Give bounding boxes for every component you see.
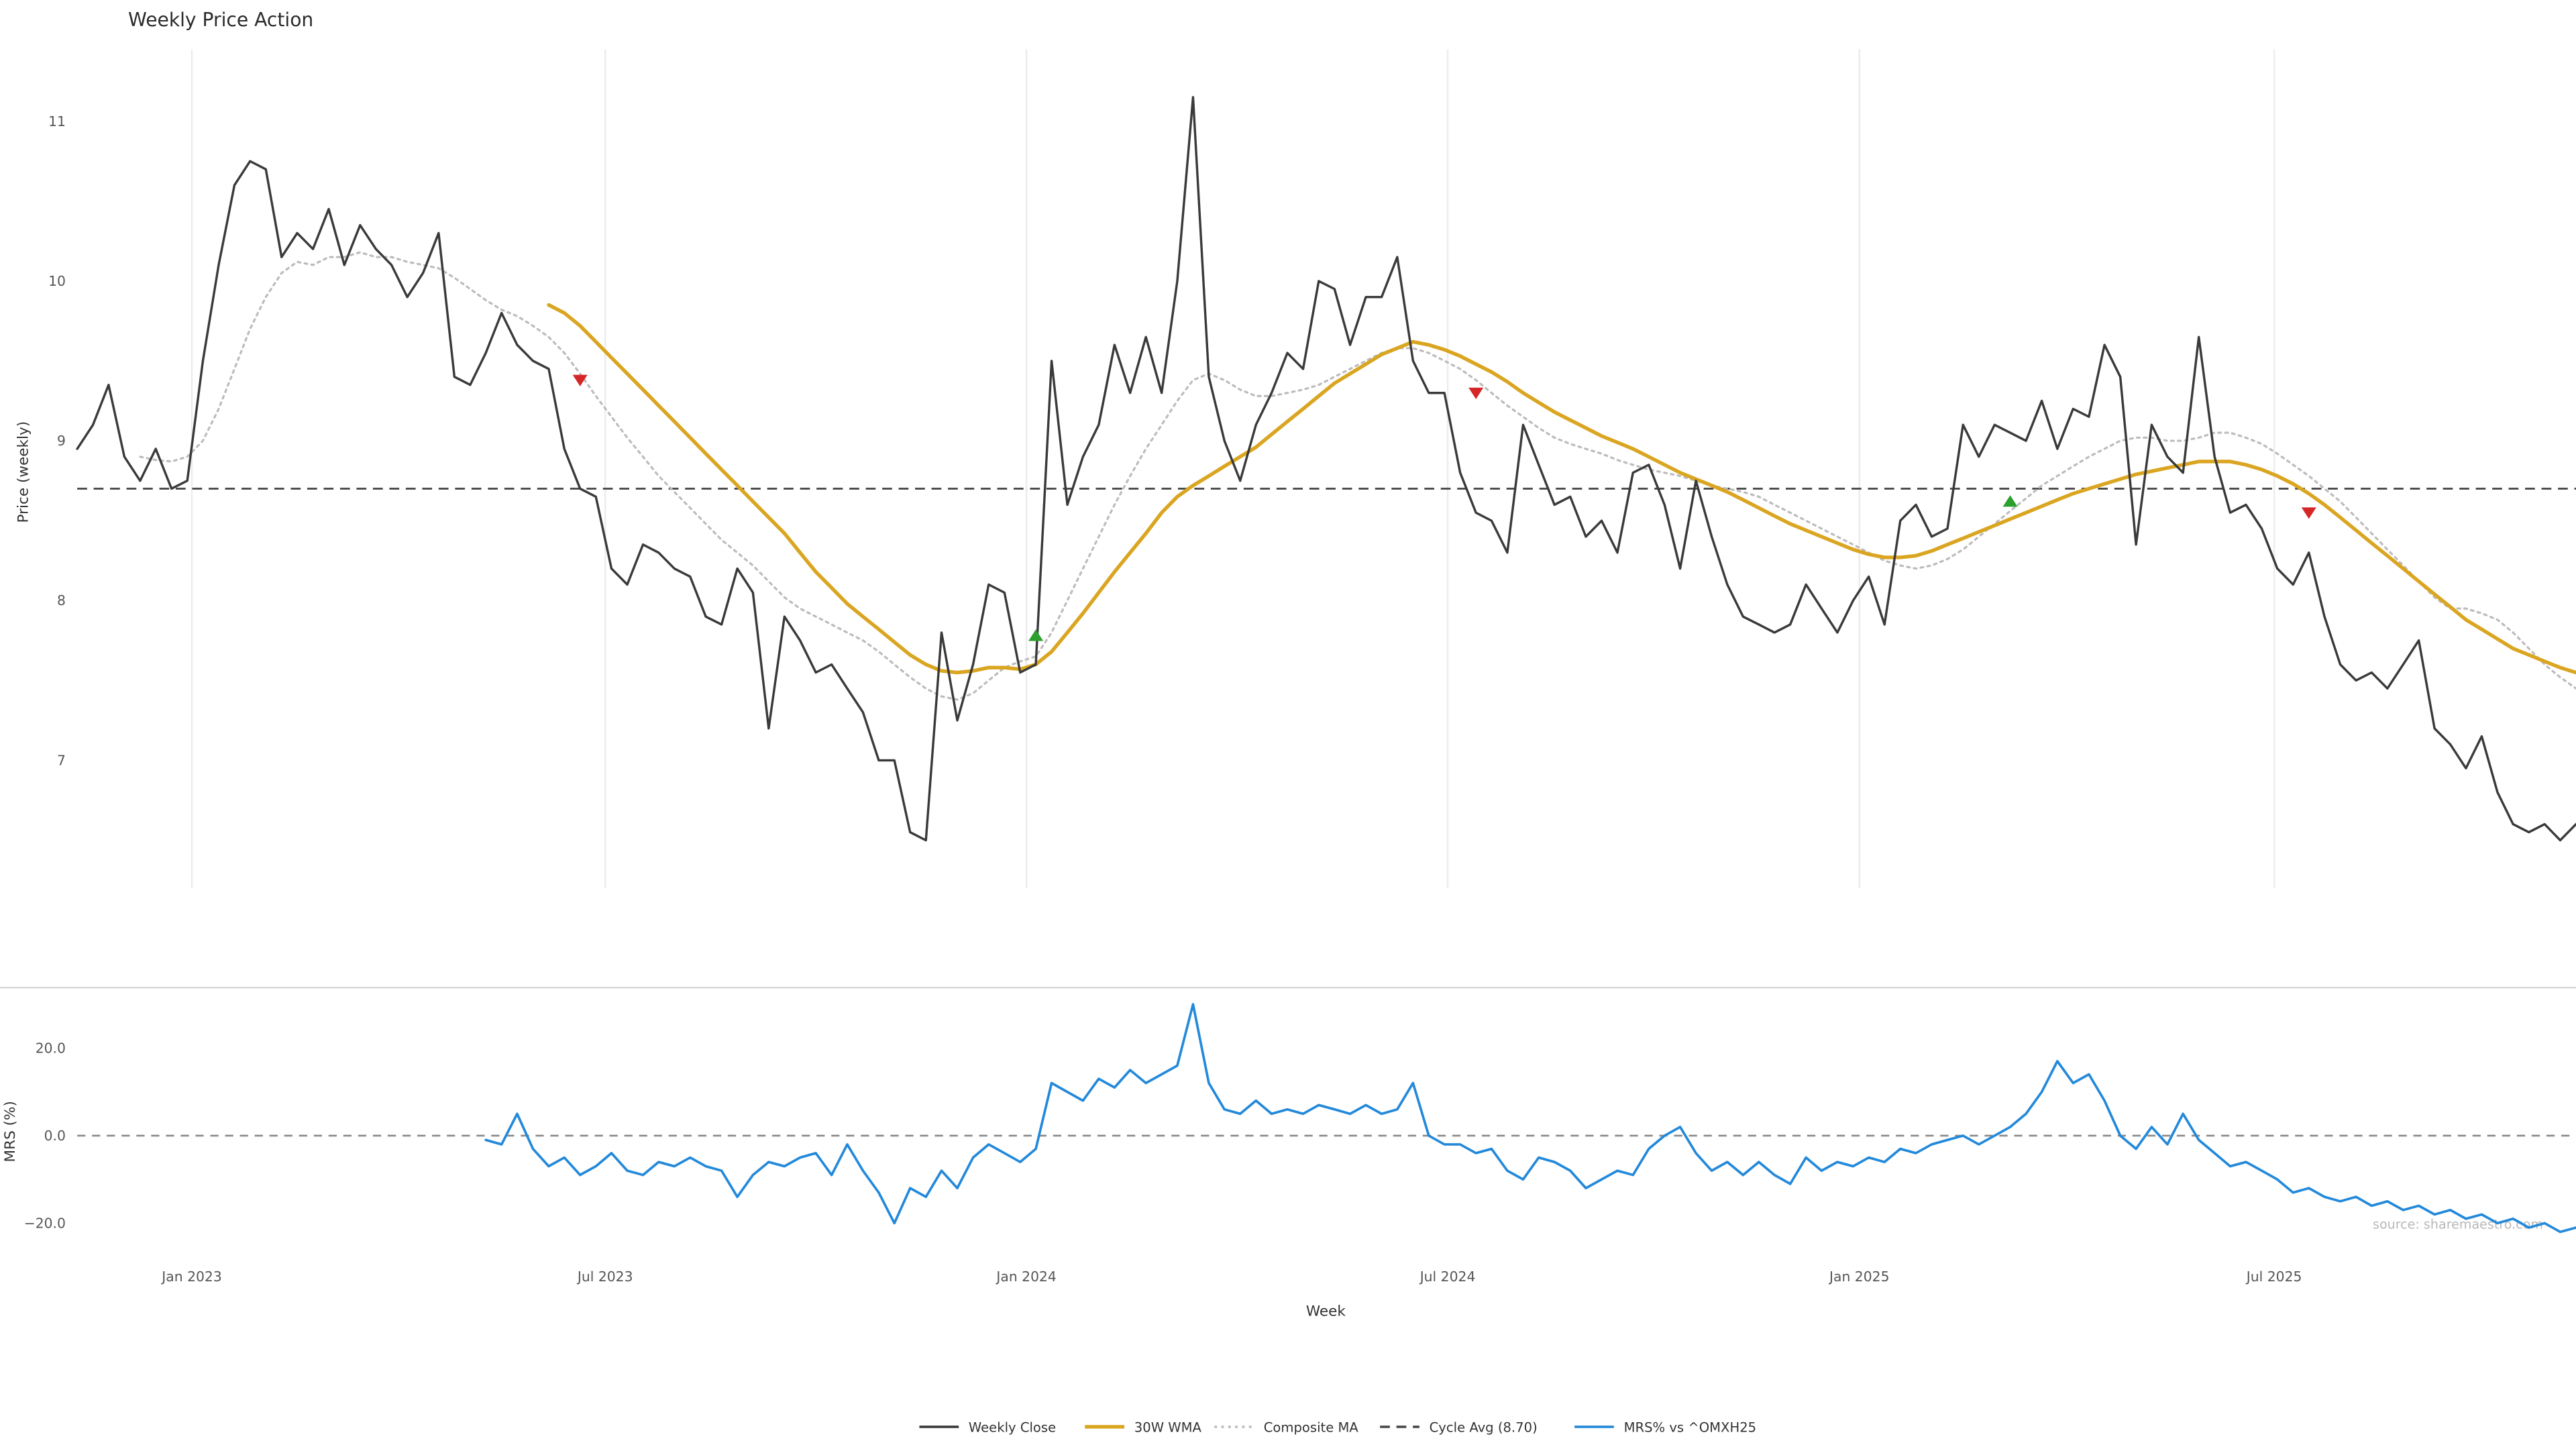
price-tick-label: 11 [48,113,66,129]
x-tick-label: Jul 2025 [2245,1269,2302,1285]
buy-marker [2002,495,2018,507]
sell-marker [572,374,588,386]
x-tick-label: Jan 2024 [995,1269,1056,1285]
x-tick-label: Jan 2025 [1828,1269,1889,1285]
x-axis-label: Week [1306,1303,1346,1320]
buy-marker [1028,629,1044,641]
mrs-axis-label: MRS (%) [2,1101,19,1162]
mrs-tick-label: 20.0 [36,1040,66,1057]
price-axis-label: Price (weekly) [15,421,32,523]
mrs-tick-label: −20.0 [24,1215,66,1231]
legend-label: MRS% vs ^OMXH25 [1624,1419,1757,1435]
x-tick-label: Jul 2024 [1419,1269,1476,1285]
mrs-line [484,1003,2576,1234]
mrs-tick-label: 0.0 [44,1128,66,1144]
chart-title: Weekly Price Action [128,9,313,31]
plot-area: 7 8 9 10 11 −20.0 0.0 20.0 Jan 2023 Jul 2023 Jan 2… [0,49,2576,1435]
source-attribution: source: sharemaestro.com [2373,1216,2543,1232]
legend-label: 30W WMA [1134,1419,1202,1435]
price-tick-label: 9 [57,433,66,449]
legend-label: Weekly Close [969,1419,1056,1435]
wma-line [547,303,2576,675]
x-tick-label: Jan 2023 [160,1269,221,1285]
composite-ma-line [139,251,2576,701]
price-tick-label: 10 [48,273,66,289]
legend-label: Cycle Avg (8.70) [1430,1419,1538,1435]
legend-label: Composite MA [1264,1419,1359,1435]
price-tick-label: 7 [57,753,66,769]
weekly-close-line [76,96,2576,842]
x-tick-label: Jul 2023 [576,1269,633,1285]
sell-marker [2301,507,2316,519]
sell-marker [1468,387,1484,400]
price-tick-label: 8 [57,592,66,608]
